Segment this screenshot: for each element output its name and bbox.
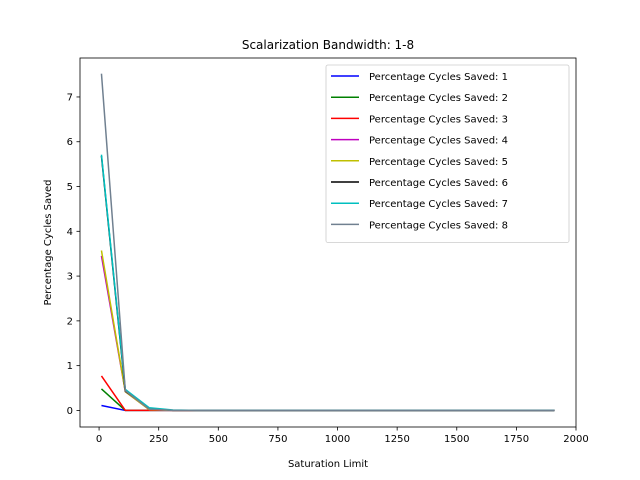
x-tick-label: 1250 <box>384 434 409 445</box>
series-line-3 <box>100 375 555 412</box>
y-tick-label: 6 <box>67 137 73 148</box>
y-tick-label: 3 <box>67 272 73 283</box>
x-axis: 0 250 500 750 1000 1250 1500 1750 2000 <box>96 427 589 445</box>
y-tick-label: 0 <box>67 406 73 417</box>
y-tick-label: 2 <box>67 316 73 327</box>
legend-entry: Percentage Cycles Saved: 6 <box>369 178 508 189</box>
x-tick-label: 750 <box>268 434 287 445</box>
legend-entry: Percentage Cycles Saved: 5 <box>369 157 508 168</box>
plot-area <box>100 73 555 412</box>
series-line-5 <box>100 250 555 412</box>
legend-entry: Percentage Cycles Saved: 3 <box>369 114 508 125</box>
x-tick-label: 1750 <box>504 434 529 445</box>
x-tick-label: 1500 <box>444 434 469 445</box>
x-tick-label: 500 <box>209 434 228 445</box>
legend-entry: Percentage Cycles Saved: 7 <box>369 199 508 210</box>
x-tick-label: 1000 <box>325 434 350 445</box>
plot-frame <box>79 57 577 428</box>
y-tick-label: 4 <box>67 227 73 238</box>
y-axis: 0 1 2 3 4 5 6 7 <box>67 92 80 417</box>
x-axis-label: Saturation Limit <box>288 459 368 470</box>
y-tick-label: 5 <box>67 182 73 193</box>
y-axis-label: Percentage Cycles Saved <box>43 179 54 305</box>
legend-entry: Percentage Cycles Saved: 2 <box>369 93 508 104</box>
legend-box <box>325 64 570 244</box>
legend-entry: Percentage Cycles Saved: 1 <box>369 72 508 83</box>
legend-entry: Percentage Cycles Saved: 8 <box>369 220 508 231</box>
legend: Percentage Cycles Saved: 1 Percentage Cyc… <box>325 64 570 244</box>
y-tick-label: 1 <box>67 361 73 372</box>
chart-title: Scalarization Bandwidth: 1-8 <box>242 38 414 52</box>
y-tick-label: 7 <box>67 92 73 103</box>
x-tick-label: 2000 <box>563 434 588 445</box>
series-line-8 <box>100 73 555 412</box>
x-tick-label: 250 <box>149 434 168 445</box>
legend-entry: Percentage Cycles Saved: 4 <box>369 136 508 147</box>
series-line-4 <box>100 255 555 412</box>
x-tick-label: 0 <box>96 434 102 445</box>
series-line-2 <box>100 388 555 412</box>
